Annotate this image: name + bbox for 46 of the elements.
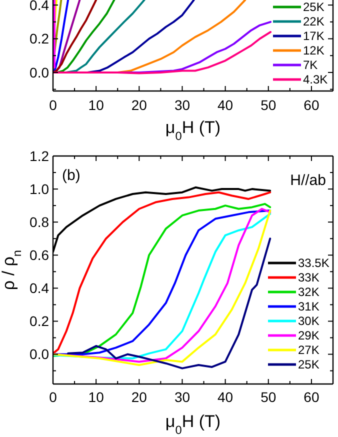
legend-label: 17K xyxy=(303,29,324,44)
legend-label: 33K xyxy=(298,270,320,285)
y-tick-label: 1.0 xyxy=(30,180,50,197)
annotation: (b) xyxy=(62,167,80,184)
legend-label: 30K xyxy=(298,314,320,328)
x-tick-label: 30 xyxy=(174,97,190,113)
legend-label: 25K xyxy=(303,0,324,14)
y-tick-label: 0.6 xyxy=(30,247,50,264)
legend-label: 25K xyxy=(298,358,320,372)
legend-label: 22K xyxy=(303,14,324,29)
line-series xyxy=(53,0,70,74)
y-tick-label: 0.0 xyxy=(30,64,50,80)
x-tick-label: 50 xyxy=(260,97,276,113)
x-tick-label: 60 xyxy=(304,97,320,113)
x-tick-label: 10 xyxy=(88,97,104,113)
y-tick-label: 0.2 xyxy=(30,30,50,47)
legend-label: 31K xyxy=(298,300,320,314)
legend-label: 33.5K xyxy=(298,256,330,270)
x-tick-label: 60 xyxy=(304,389,320,405)
y-tick-label: 1.2 xyxy=(30,148,50,164)
legend-label: 7K xyxy=(303,58,318,72)
x-tick-label: 0 xyxy=(49,97,58,113)
legend-label: 32K xyxy=(298,285,320,300)
y-tick-label: 0.0 xyxy=(30,346,50,362)
legend-label: 12K xyxy=(303,44,324,58)
x-tick-label: 20 xyxy=(131,97,148,113)
y-tick-label: 0.4 xyxy=(30,0,50,13)
line-series xyxy=(53,0,98,74)
x-tick-label: 10 xyxy=(88,389,104,405)
x-axis-title: μ$_{0}$H (T) xyxy=(165,412,221,437)
x-tick-label: 30 xyxy=(174,389,190,405)
legend-label: 4.3K xyxy=(303,72,328,87)
x-tick-label: 0 xyxy=(49,389,58,405)
x-axis-title: μ$_{0}$H (T) xyxy=(165,118,221,143)
x-tick-label: 20 xyxy=(131,389,148,405)
x-tick-label: 50 xyxy=(260,389,276,405)
y-tick-label: 0.8 xyxy=(30,214,50,230)
line-series xyxy=(67,238,272,370)
annotation: H//ab xyxy=(290,172,326,189)
line-series xyxy=(53,31,272,74)
x-tick-label: 40 xyxy=(218,389,234,405)
legend-label: 27K xyxy=(298,343,320,358)
legend-label: 29K xyxy=(298,328,320,343)
y-tick-label: 0.2 xyxy=(30,313,50,330)
x-tick-label: 40 xyxy=(218,97,234,113)
y-tick-label: 0.4 xyxy=(30,280,50,296)
